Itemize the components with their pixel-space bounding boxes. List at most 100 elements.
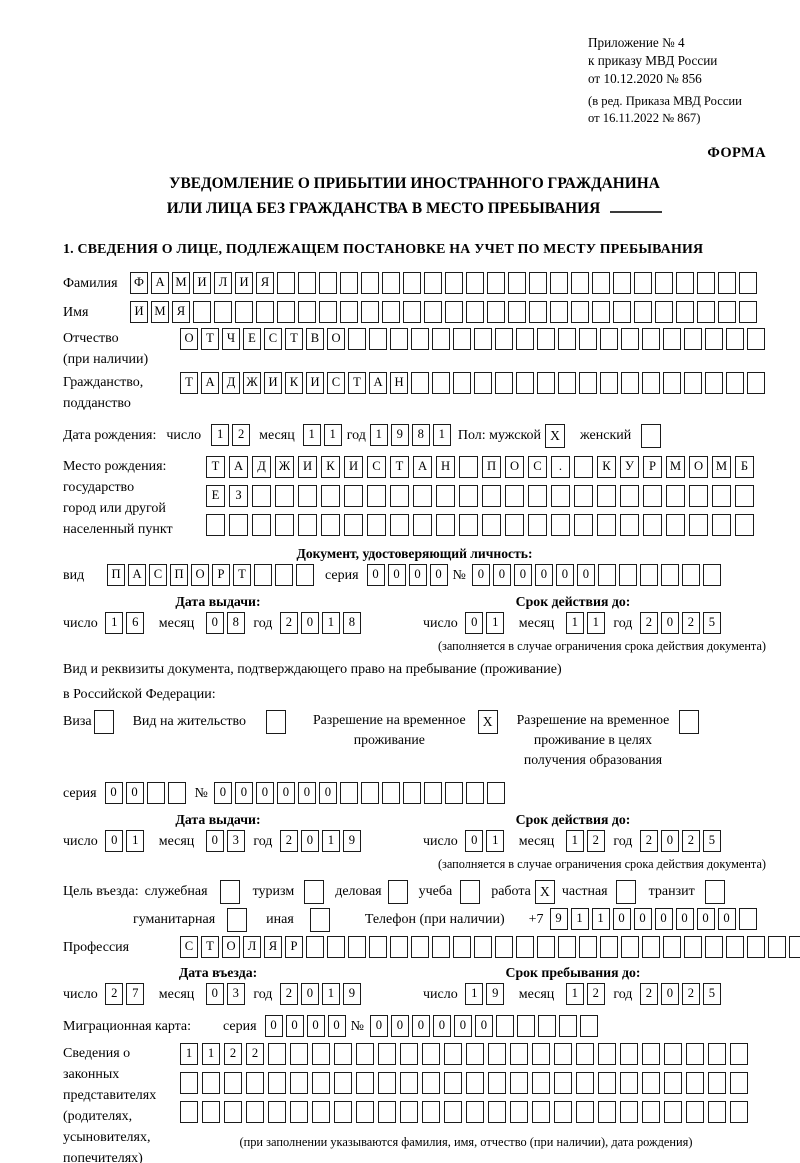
char-cell[interactable]: Н [436,455,455,478]
char-cell[interactable]: И [306,371,324,394]
char-cell[interactable] [620,484,639,507]
char-cell[interactable] [726,371,744,394]
char-cell[interactable]: 2 [639,611,658,634]
purpose-private-checkbox[interactable] [615,879,636,904]
char-cell[interactable] [495,1014,514,1037]
char-cell[interactable] [663,371,681,394]
char-cell[interactable]: 0 [104,781,123,804]
purpose-study-checkbox[interactable] [460,879,481,904]
char-cell[interactable]: 0 [432,1014,451,1037]
char-cell[interactable] [235,300,253,323]
char-cell[interactable] [726,935,744,958]
char-cell[interactable]: 0 [612,907,631,930]
char-cell[interactable]: 1 [369,423,388,446]
char-cell[interactable] [642,1071,660,1094]
char-cell[interactable]: 9 [390,423,409,446]
char-cell[interactable] [268,1071,286,1094]
char-cell[interactable] [340,300,358,323]
char-cell[interactable] [642,371,660,394]
char-cell[interactable] [730,1071,748,1094]
char-cell[interactable]: Л [243,935,261,958]
rvp-checkbox[interactable]: X [477,709,498,734]
residence-permit-checkbox[interactable] [265,709,286,734]
char-cell[interactable]: 9 [342,982,361,1005]
char-cell[interactable]: 0 [534,563,553,586]
male-checkbox[interactable]: X [545,423,566,448]
char-cell[interactable] [488,1071,506,1094]
char-cell[interactable]: С [149,563,167,586]
char-cell[interactable] [403,300,421,323]
char-cell[interactable]: 0 [513,563,532,586]
char-cell[interactable]: 0 [633,907,652,930]
char-cell[interactable]: 0 [555,563,574,586]
char-cell[interactable]: 5 [702,611,721,634]
char-cell[interactable]: 1 [432,423,451,446]
char-cell[interactable] [344,513,363,536]
char-cell[interactable] [378,1100,396,1123]
char-cell[interactable] [290,1100,308,1123]
char-cell[interactable] [620,513,639,536]
char-cell[interactable] [516,935,534,958]
char-cell[interactable] [642,935,660,958]
char-cell[interactable] [378,1042,396,1065]
char-cell[interactable] [684,371,702,394]
char-cell[interactable]: 1 [565,829,584,852]
purpose-transit-checkbox[interactable] [704,879,725,904]
char-cell[interactable] [726,327,744,350]
char-cell[interactable]: 0 [471,563,490,586]
char-cell[interactable] [390,513,409,536]
purpose-business-checkbox[interactable] [387,879,408,904]
char-cell[interactable] [422,1042,440,1065]
char-cell[interactable]: Е [243,327,261,350]
char-cell[interactable] [298,300,316,323]
char-cell[interactable] [277,300,295,323]
char-cell[interactable] [576,1042,594,1065]
char-cell[interactable]: 2 [224,1042,242,1065]
char-cell[interactable] [574,484,593,507]
purpose-humanitarian-checkbox[interactable] [227,907,248,932]
char-cell[interactable] [620,1100,638,1123]
char-cell[interactable] [327,935,345,958]
char-cell[interactable]: А [369,371,387,394]
char-cell[interactable] [444,1100,462,1123]
char-cell[interactable] [453,935,471,958]
char-cell[interactable] [666,513,685,536]
char-cell[interactable]: 1 [105,611,124,634]
char-cell[interactable] [510,1100,528,1123]
char-cell[interactable] [508,271,526,294]
char-cell[interactable] [551,484,570,507]
char-cell[interactable] [367,484,386,507]
char-cell[interactable] [290,1071,308,1094]
char-cell[interactable] [381,781,400,804]
char-cell[interactable]: 1 [202,1042,220,1065]
char-cell[interactable] [574,513,593,536]
char-cell[interactable] [712,484,731,507]
char-cell[interactable]: 0 [369,1014,388,1037]
char-cell[interactable]: 0 [255,781,274,804]
char-cell[interactable]: 2 [279,829,298,852]
char-cell[interactable]: О [689,455,708,478]
char-cell[interactable] [618,563,637,586]
char-cell[interactable] [613,271,631,294]
char-cell[interactable]: З [229,484,248,507]
char-cell[interactable] [432,935,450,958]
char-cell[interactable] [579,371,597,394]
char-cell[interactable]: Ф [130,271,148,294]
char-cell[interactable]: Я [172,300,190,323]
female-checkbox[interactable] [641,423,662,448]
char-cell[interactable] [453,371,471,394]
char-cell[interactable] [571,300,589,323]
char-cell[interactable] [642,327,660,350]
char-cell[interactable] [254,563,272,586]
char-cell[interactable] [277,271,295,294]
char-cell[interactable] [206,513,225,536]
char-cell[interactable] [664,1071,682,1094]
char-cell[interactable] [466,1042,484,1065]
char-cell[interactable]: 0 [576,563,595,586]
char-cell[interactable] [739,271,757,294]
char-cell[interactable]: С [367,455,386,478]
char-cell[interactable]: 2 [639,982,658,1005]
char-cell[interactable]: Т [206,455,225,478]
char-cell[interactable] [558,1014,577,1037]
char-cell[interactable] [348,327,366,350]
